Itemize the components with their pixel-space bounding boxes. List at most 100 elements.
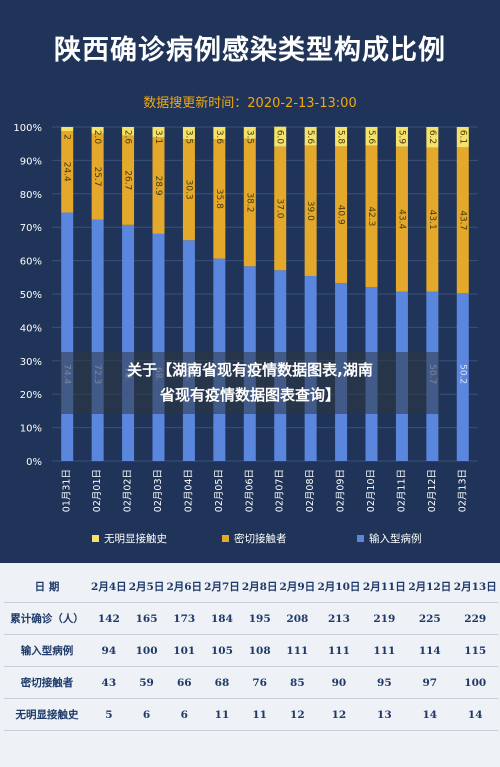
bar-segment [182, 139, 195, 241]
table-header-date: 2月10日 [316, 571, 362, 603]
bar-segment [61, 131, 74, 213]
table-header-row: 日 期 2月4日 2月5日 2月6日 2月7日 2月8日 2月9日 2月10日 2月11日 2月1… [4, 571, 498, 603]
y-tick-label: 10% [20, 424, 42, 435]
bar-segment [91, 219, 104, 461]
data-label: 3.5 [244, 130, 254, 144]
table-header-label: 日 期 [4, 571, 90, 603]
legend-swatch [357, 535, 364, 542]
legend-swatch [222, 535, 229, 542]
bar-segment [243, 138, 256, 267]
table-cell: 12 [316, 698, 362, 731]
table-cell: 142 [90, 602, 128, 635]
table-cell: 14 [407, 698, 453, 731]
data-label: 3.6 [214, 130, 224, 145]
table-cell: 14 [452, 698, 498, 731]
bar-segment [335, 127, 348, 147]
x-tick-label: 02月08日 [305, 469, 316, 512]
table-cell: 105 [203, 634, 241, 667]
table-header-date: 2月11日 [361, 571, 408, 603]
data-label: 40.9 [336, 205, 346, 225]
table-header-date: 2月4日 [90, 571, 128, 603]
data-label: 28.9 [153, 176, 163, 196]
chart-title: 陕西确诊病例感染类型构成比例 [54, 35, 446, 66]
bar-segment [365, 145, 378, 287]
data-label: 5.6 [366, 130, 376, 145]
table-header-date: 2月6日 [165, 571, 204, 603]
table-cell: 184 [203, 602, 241, 635]
table-header-date: 2月9日 [278, 571, 317, 603]
table-cell: 100 [127, 634, 166, 667]
bar-segment [395, 127, 408, 147]
table-cell: 225 [407, 602, 453, 635]
overlay-line-1: 关于【湖南省现有疫情数据图表,湖南 [127, 361, 373, 379]
y-tick-label: 40% [20, 323, 42, 334]
bar-segment [61, 127, 74, 132]
bar-segment [456, 147, 469, 294]
table-header-date: 2月7日 [203, 571, 241, 603]
table-cell: 59 [127, 666, 166, 699]
x-tick-label: 02月05日 [214, 469, 225, 512]
table-cell: 94 [90, 634, 128, 667]
x-tick-label: 02月12日 [427, 469, 438, 512]
table-cell: 97 [407, 666, 453, 699]
table-cell: 219 [361, 602, 408, 635]
data-label: 43.4 [396, 209, 406, 229]
table-cell: 208 [278, 602, 317, 635]
legend-label: 输入型病例 [369, 532, 422, 545]
data-label: 50.2 [457, 364, 467, 384]
data-label: 5.6 [305, 130, 315, 145]
table-row-label: 输入型病例 [4, 634, 90, 667]
table-cell: 11 [203, 698, 241, 731]
bar-segment [122, 224, 135, 461]
data-table-panel: 日 期 2月4日 2月5日 2月6日 2月7日 2月8日 2月9日 2月10日 2月11日 2月1… [0, 563, 500, 767]
data-label: 5.9 [396, 130, 406, 145]
bar-segment [152, 233, 165, 461]
bar-segment [91, 133, 104, 220]
bar-segment [456, 127, 469, 148]
table-header-date: 2月12日 [407, 571, 453, 603]
data-label: 3.5 [183, 130, 193, 144]
bar-segment [426, 127, 439, 148]
overlay-caption[interactable]: 关于【湖南省现有疫情数据图表,湖南 省现有疫情数据图表查询】 [62, 358, 438, 408]
stacked-bar-chart: 0%10%20%30%40%50%60%70%80%90%100%74.424.… [13, 123, 478, 545]
bar-segment [456, 293, 469, 461]
x-tick-label: 02月01日 [92, 469, 103, 512]
table-cell: 108 [240, 634, 279, 667]
table-cell: 101 [165, 634, 204, 667]
bar-segment [243, 127, 256, 139]
data-label: 43.7 [457, 210, 467, 230]
y-tick-label: 60% [20, 257, 42, 268]
table-row-label: 累计确诊（人） [4, 602, 90, 635]
x-tick-label: 02月03日 [153, 469, 164, 512]
overlay-banner [60, 352, 440, 414]
data-label: 39.0 [305, 201, 315, 221]
data-label: 37.0 [275, 198, 285, 218]
bar-segment [274, 126, 287, 147]
table-row: 累计确诊（人） 142 165 173 184 195 208 213 219 225 229 [4, 602, 498, 635]
table-cell: 6 [165, 698, 204, 731]
table-row: 输入型病例 94 100 101 105 108 111 111 111 114 115 [4, 634, 498, 667]
data-label: 2.6 [123, 130, 133, 145]
x-tick-label: 02月13日 [457, 469, 468, 512]
legend-label: 无明显接触史 [104, 532, 167, 545]
update-time: 数据搜更新时间：2020-2-13-13:00 [143, 96, 357, 111]
table-cell: 100 [452, 666, 498, 699]
table-cell: 95 [361, 666, 408, 699]
table-cell: 111 [361, 634, 408, 667]
legend-swatch [92, 535, 99, 542]
bar-segment [122, 135, 135, 225]
y-tick-label: 100% [13, 123, 42, 134]
table-row-label: 密切接触者 [4, 666, 90, 699]
table-cell: 90 [316, 666, 362, 699]
overlay-line-2: 省现有疫情数据图表查询】 [159, 386, 340, 404]
data-label: 6.2 [427, 130, 437, 144]
table-row: 密切接触者 43 59 66 68 76 85 90 95 97 100 [4, 666, 498, 699]
table-header-date: 2月13日 [452, 571, 498, 603]
table-cell: 6 [127, 698, 166, 731]
table-cell: 213 [316, 602, 362, 635]
bar-segment [395, 146, 408, 292]
data-label: 3.1 [153, 130, 163, 144]
y-tick-label: 0% [26, 457, 42, 468]
table-body: 累计确诊（人） 142 165 173 184 195 208 213 219 225 229 输入型… [4, 602, 498, 731]
y-tick-label: 80% [20, 190, 42, 201]
